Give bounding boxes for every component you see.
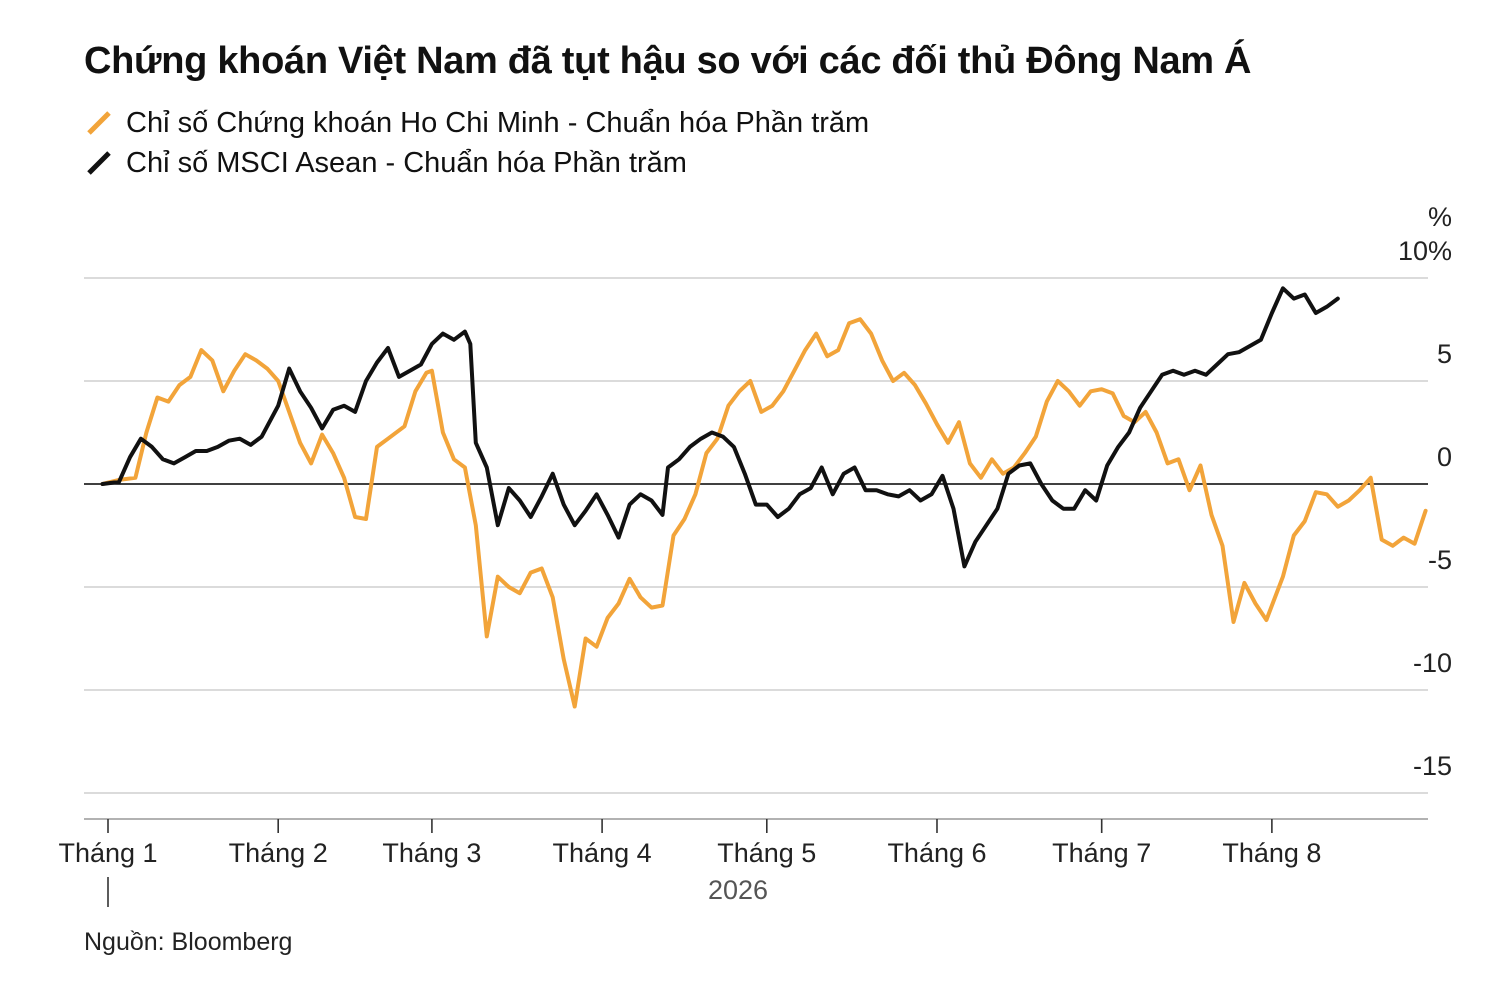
x-tick-label: Tháng 3 — [382, 838, 481, 868]
legend-label-msci: Chỉ số MSCI Asean - Chuẩn hóa Phần trăm — [126, 146, 687, 179]
legend: Chỉ số Chứng khoán Ho Chi Minh - Chuẩn h… — [86, 103, 869, 183]
source-note: Nguồn: Bloomberg — [84, 928, 293, 956]
x-tick-label: Tháng 1 — [58, 838, 157, 868]
year-label: 2026 — [708, 875, 768, 905]
chart-title: Chứng khoán Việt Nam đã tụt hậu so với c… — [84, 40, 1252, 82]
x-axis: Tháng 1 Tháng 2 Tháng 3 Tháng 4 Tháng 5 Tháng… — [58, 818, 1428, 907]
y-tick-label: -5 — [1428, 545, 1452, 575]
x-tick-label: Tháng 4 — [553, 838, 652, 868]
legend-label-hcm: Chỉ số Chứng khoán Ho Chi Minh - Chuẩn h… — [126, 106, 870, 139]
legend-item-msci: Chỉ số MSCI Asean - Chuẩn hóa Phần trăm — [86, 143, 869, 183]
x-tick-label: Tháng 7 — [1052, 838, 1151, 868]
y-axis: 10% 5 0 -5 -10 -15% — [1398, 202, 1452, 781]
legend-item-hcm: Chỉ số Chứng khoán Ho Chi Minh - Chuẩn h… — [86, 103, 869, 143]
y-unit-label: % — [1428, 202, 1452, 232]
x-tick-label: Tháng 5 — [717, 838, 816, 868]
y-tick-label: -10 — [1413, 648, 1452, 678]
y-tick-label: 0 — [1437, 442, 1452, 472]
x-tick-label: Tháng 8 — [1222, 838, 1321, 868]
series-line-msci — [100, 286, 1340, 569]
series-line-hcm — [100, 317, 1428, 709]
series-lines — [100, 286, 1428, 709]
y-tick-label: -15 — [1413, 751, 1452, 781]
x-tick-label: Tháng 2 — [229, 838, 328, 868]
y-tick-label: 10% — [1398, 236, 1452, 266]
y-tick-label: 5 — [1437, 339, 1452, 369]
x-tick-label: Tháng 6 — [887, 838, 986, 868]
legend-swatch-msci-icon — [87, 151, 111, 175]
legend-swatch-hcm-icon — [87, 111, 111, 135]
